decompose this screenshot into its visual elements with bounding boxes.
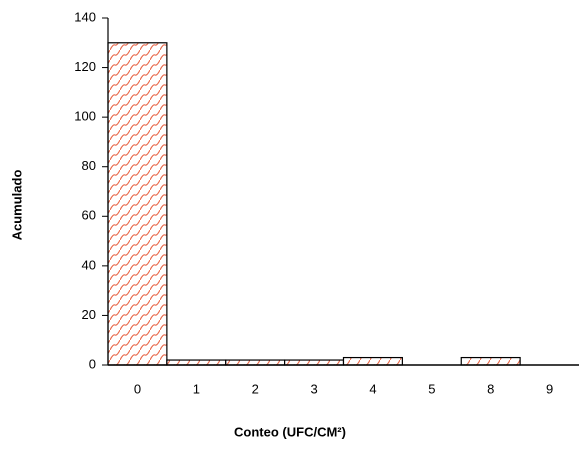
x-tick-label: 5 xyxy=(428,381,435,396)
bar xyxy=(460,356,521,366)
y-axis-title: Acumulado xyxy=(9,170,24,241)
y-tick-label: 60 xyxy=(82,208,96,223)
y-tick-label: 0 xyxy=(89,356,96,371)
y-tick-label: 40 xyxy=(82,257,96,272)
y-tick-label: 120 xyxy=(74,59,96,74)
x-axis-title: Conteo (UFC/CM²) xyxy=(234,424,346,439)
x-tick-label: 2 xyxy=(252,381,259,396)
x-tick-label: 0 xyxy=(134,381,141,396)
x-tick-label: 1 xyxy=(193,381,200,396)
x-tick-label: 9 xyxy=(546,381,553,396)
y-tick-label: 140 xyxy=(74,9,96,24)
x-tick-label: 4 xyxy=(369,381,376,396)
bar xyxy=(107,42,168,366)
y-tick-label: 100 xyxy=(74,109,96,124)
x-tick-label: 8 xyxy=(487,381,494,396)
bar xyxy=(342,356,403,366)
x-tick-label: 3 xyxy=(310,381,317,396)
y-tick-label: 80 xyxy=(82,158,96,173)
y-tick-label: 20 xyxy=(82,307,96,322)
